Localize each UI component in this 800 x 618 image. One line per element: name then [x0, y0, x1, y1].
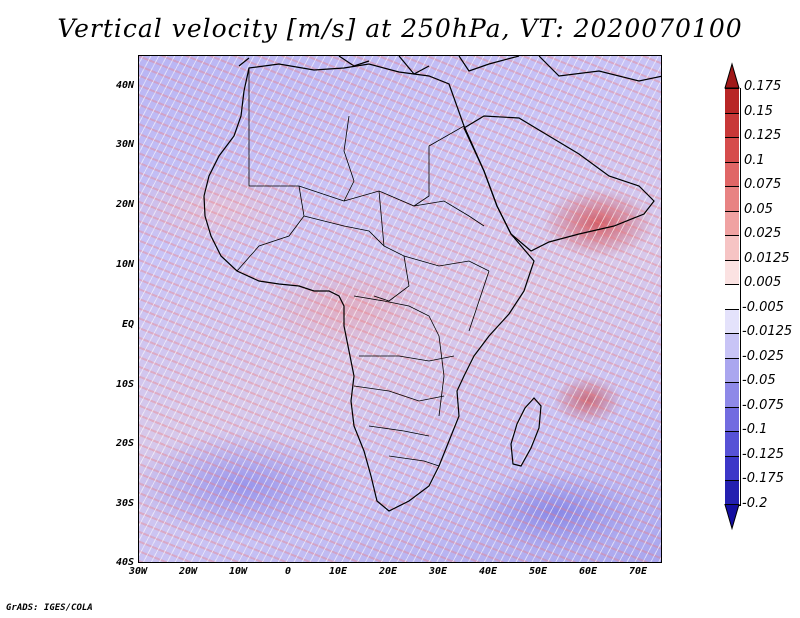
lon-tick-label: 20W — [178, 566, 198, 577]
colorbar-segment — [725, 259, 739, 284]
arabia-coastline — [463, 115, 655, 252]
credit-text: GrADS: IGES/COLA — [6, 603, 93, 613]
colorbar-segment — [725, 186, 739, 211]
lat-tick-label: 10S — [115, 379, 134, 390]
lon-tick-label: 10E — [328, 566, 348, 577]
lat-tick-label: 30S — [115, 498, 134, 509]
chart-title: Vertical velocity [m/s] at 250hPa, VT: 2… — [57, 14, 743, 43]
colorbar-tick-label: -0.0125 — [742, 324, 793, 339]
colorbar-tick-label: -0.175 — [742, 471, 784, 486]
colorbar-segment — [725, 308, 739, 333]
lat-tick-label: EQ — [121, 319, 134, 330]
colorbar-tick-label: 0.05 — [744, 201, 773, 217]
colorbar-segment — [725, 333, 739, 358]
lon-tick-label: 30E — [428, 566, 448, 577]
lon-tick-label: 50E — [528, 566, 548, 577]
colorbar-tick-label: -0.075 — [742, 397, 784, 413]
colorbar-segment — [725, 112, 739, 137]
lat-tick-label: 20N — [115, 199, 134, 210]
colorbar-bottom-arrow — [724, 504, 740, 531]
colorbar-tick-label: 0.125 — [744, 128, 782, 143]
lon-tick-label: 40E — [478, 566, 498, 577]
lon-tick-label: 60E — [578, 566, 598, 577]
colorbar-segment — [725, 357, 739, 382]
colorbar-tick-label: 0.075 — [744, 177, 782, 192]
country-borders — [236, 68, 490, 467]
lon-tick-label: 20E — [378, 566, 398, 577]
colorbar-segment — [725, 284, 739, 309]
lat-tick-label: 20S — [115, 438, 134, 449]
lon-tick-label: 30W — [128, 566, 148, 577]
colorbar-tick-label: -0.005 — [742, 299, 784, 315]
madagascar-coastline — [510, 397, 542, 467]
lat-tick-label: 10N — [115, 259, 134, 270]
colorbar-tick-label: 0.1 — [744, 152, 765, 168]
colorbar-segment — [725, 210, 739, 235]
colorbar-segment — [725, 480, 739, 505]
colorbar-segment — [725, 137, 739, 162]
colorbar-segment — [725, 455, 739, 480]
colorbar-tick-label: -0.1 — [742, 422, 768, 437]
colorbar-segment — [725, 406, 739, 431]
europe-coastline — [238, 56, 661, 82]
colorbar-tick-label: -0.05 — [742, 373, 776, 388]
lat-tick-label: 40S — [115, 557, 134, 568]
colorbar-tick-label: 0.15 — [744, 103, 773, 119]
colorbar-top-arrow — [724, 62, 740, 89]
lon-tick-label: 10W — [228, 566, 248, 577]
colorbar-segment — [725, 382, 739, 407]
colorbar-tick-label: 0.0125 — [744, 250, 790, 266]
colorbar-tick-label: -0.025 — [742, 348, 784, 364]
lon-tick-label: 70E — [628, 566, 648, 577]
colorbar-segment — [725, 161, 739, 186]
colorbar-tick-label: 0.175 — [744, 79, 782, 94]
lat-tick-label: 40N — [115, 80, 134, 91]
colorbar-tick-label: -0.125 — [742, 446, 784, 462]
colorbar-segment — [725, 431, 739, 456]
colorbar-tick-label: 0.025 — [744, 226, 782, 241]
lat-tick-label: 30N — [115, 139, 134, 150]
map-plot-area — [138, 55, 662, 563]
coastline-layer — [203, 56, 661, 512]
colorbar-segment — [725, 235, 739, 260]
colorbar — [725, 88, 741, 506]
lon-tick-label: 0 — [284, 566, 292, 577]
colorbar-tick-label: 0.005 — [744, 275, 782, 290]
colorbar-tick-label: -0.2 — [742, 495, 768, 511]
